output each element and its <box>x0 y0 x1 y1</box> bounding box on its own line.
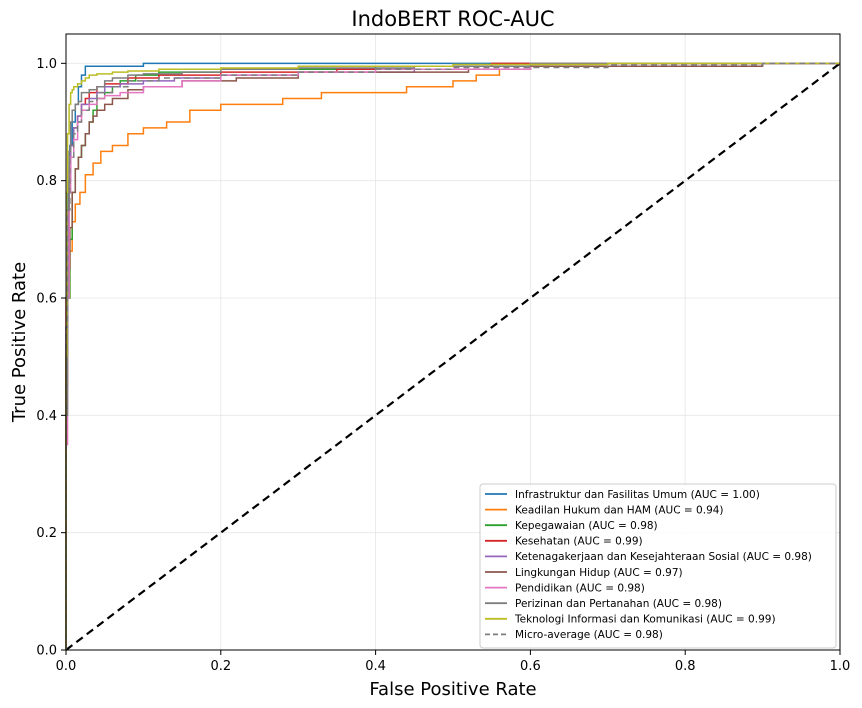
legend-entry: Lingkungan Hidup (AUC = 0.97) <box>515 567 683 579</box>
legend-entry: Perizinan dan Pertanahan (AUC = 0.98) <box>515 598 722 610</box>
y-tick-label: 0.6 <box>36 292 57 307</box>
legend-box <box>479 483 837 649</box>
axis-ticks: 0.0 0.2 0.4 0.6 0.8 1.0 0.0 0.2 0.4 0.6 0.8 1.0 <box>36 57 850 674</box>
y-axis-label: True Positive Rate <box>9 262 30 423</box>
y-tick-label: 0.2 <box>36 526 57 541</box>
series-lines <box>65 62 840 650</box>
roc-series-8 <box>65 62 840 650</box>
x-tick-label: 0.0 <box>56 659 77 674</box>
plot-frame <box>65 33 841 651</box>
y-tick-label: 0.4 <box>36 409 57 424</box>
roc-series-1 <box>65 62 840 650</box>
x-tick-label: 0.2 <box>210 659 231 674</box>
y-tick-label: 0.8 <box>36 174 57 189</box>
y-tick-label: 0.0 <box>36 644 57 659</box>
grid <box>65 34 841 651</box>
diagonal-reference <box>65 62 841 651</box>
x-tick-label: 0.6 <box>520 659 541 674</box>
legend-entry: Keadilan Hukum dan HAM (AUC = 0.94) <box>515 504 724 516</box>
x-tick-label: 0.4 <box>365 659 386 674</box>
legend-entry: Kesehatan (AUC = 0.99) <box>515 536 643 548</box>
legend-entry: Micro-average (AUC = 0.98) <box>515 629 663 641</box>
diagonal-chance-line <box>65 62 841 651</box>
chart-title: IndoBERT ROC-AUC <box>351 7 554 31</box>
legend-entry: Infrastruktur dan Fasilitas Umum (AUC = … <box>515 489 760 501</box>
legend: Infrastruktur dan Fasilitas Umum (AUC = … <box>479 483 837 649</box>
x-axis-label: False Positive Rate <box>369 679 536 700</box>
x-tick-label: 1.0 <box>830 659 851 674</box>
legend-entry: Kepegawaian (AUC = 0.98) <box>515 520 658 532</box>
legend-entry: Ketenagakerjaan dan Kesejahteraan Sosial… <box>515 551 812 563</box>
x-tick-label: 0.8 <box>675 659 696 674</box>
legend-entry: Pendidikan (AUC = 0.98) <box>515 582 645 594</box>
y-tick-label: 1.0 <box>36 57 57 72</box>
legend-entry: Teknologi Informasi dan Komunikasi (AUC … <box>514 614 776 626</box>
roc-series-7 <box>65 62 840 650</box>
